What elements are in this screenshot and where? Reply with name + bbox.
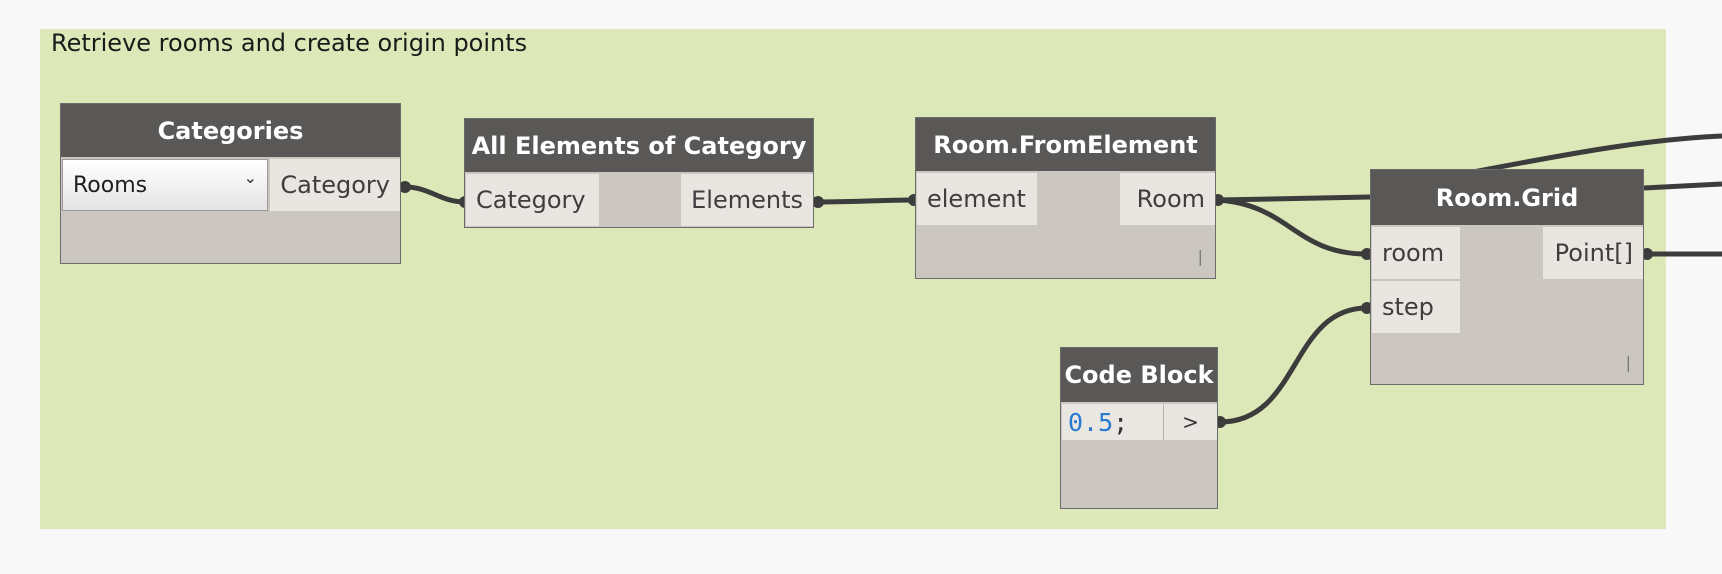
- node-categories[interactable]: Categories Rooms ⌄ Category: [60, 103, 401, 264]
- node-title: Room.FromElement: [916, 118, 1215, 171]
- port-dot: [812, 196, 824, 208]
- node-title: Categories: [61, 104, 400, 157]
- output-port-category[interactable]: Category: [270, 159, 400, 211]
- node-code-block[interactable]: Code Block 0.5; >: [1060, 347, 1218, 509]
- wire-code-to-step[interactable]: [1219, 305, 1368, 425]
- output-port-code[interactable]: >: [1163, 404, 1217, 440]
- chevron-down-icon: ⌄: [243, 168, 257, 187]
- input-port-category[interactable]: Category: [466, 174, 599, 226]
- wire-offscreen-middle[interactable]: [1643, 181, 1722, 191]
- port-dot: [1641, 248, 1653, 260]
- code-number: 0.5: [1068, 407, 1114, 437]
- input-port-step[interactable]: step: [1372, 281, 1460, 333]
- port-dot: [399, 181, 411, 193]
- code-editor[interactable]: 0.5;: [1062, 404, 1163, 440]
- node-room-from-element[interactable]: Room.FromElement element Room |: [915, 117, 1216, 279]
- node-title: All Elements of Category: [465, 119, 813, 172]
- wire-elements-to-room-from-element[interactable]: [817, 197, 915, 205]
- node-all-elements-of-category[interactable]: All Elements of Category Category Elemen…: [464, 118, 814, 228]
- lacing-indicator[interactable]: |: [1197, 247, 1203, 266]
- input-port-room[interactable]: room: [1372, 227, 1460, 279]
- group-title[interactable]: Retrieve rooms and create origin points: [51, 29, 528, 57]
- category-dropdown[interactable]: Rooms ⌄: [62, 159, 268, 211]
- node-room-grid[interactable]: Room.Grid room step Point[] |: [1370, 169, 1644, 385]
- output-port-room[interactable]: Room: [1120, 173, 1215, 225]
- dropdown-value: Rooms: [73, 172, 148, 198]
- wire-room-offscreen[interactable]: [1217, 194, 1371, 203]
- wire-room-to-room-grid[interactable]: [1217, 197, 1368, 257]
- input-port-element[interactable]: element: [917, 173, 1037, 225]
- output-port-elements[interactable]: Elements: [681, 174, 813, 226]
- node-title: Room.Grid: [1371, 170, 1643, 225]
- output-port-points[interactable]: Point[]: [1543, 227, 1643, 279]
- node-title: Code Block: [1061, 348, 1217, 402]
- code-semicolon: ;: [1113, 407, 1129, 437]
- lacing-indicator[interactable]: |: [1625, 353, 1631, 372]
- wire-categories-to-all-elements[interactable]: [404, 184, 466, 205]
